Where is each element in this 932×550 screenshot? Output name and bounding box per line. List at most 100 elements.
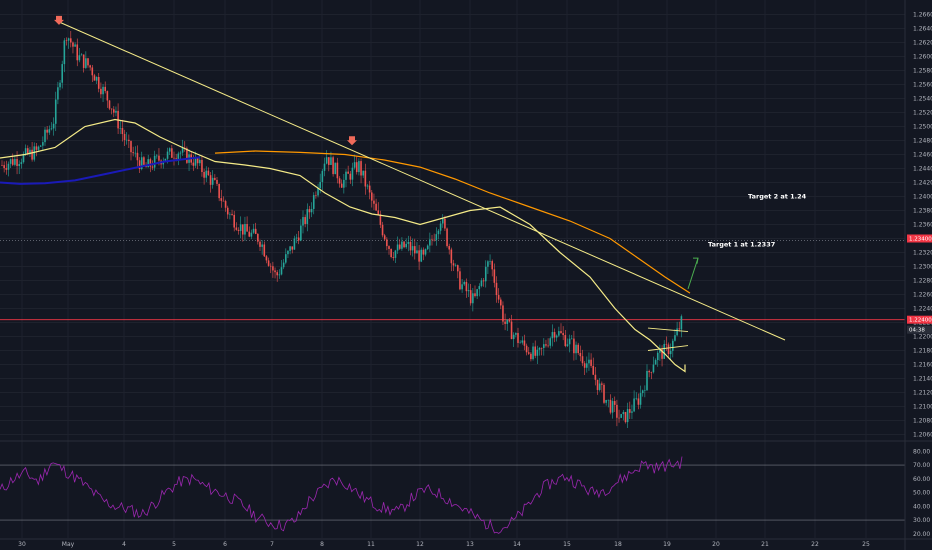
y-tick-label: 1.23800 bbox=[913, 208, 932, 215]
candle-body bbox=[340, 183, 343, 188]
candle-body bbox=[629, 409, 631, 413]
candle-body bbox=[222, 200, 225, 202]
candle-body bbox=[61, 64, 63, 83]
candle-body bbox=[403, 241, 405, 248]
candle-body bbox=[480, 280, 483, 287]
candle-body bbox=[353, 162, 356, 168]
candle-body bbox=[201, 159, 203, 172]
candle-body bbox=[519, 342, 521, 344]
y-tick-label: 1.25600 bbox=[913, 82, 932, 89]
y-tick-label: 1.21000 bbox=[913, 404, 932, 411]
candle-body bbox=[345, 171, 347, 180]
candle-body bbox=[181, 147, 184, 153]
candle-body bbox=[237, 229, 240, 231]
x-tick-label: 19 bbox=[663, 541, 671, 548]
candle-body bbox=[661, 349, 663, 359]
candle-body bbox=[452, 263, 455, 266]
candle-body bbox=[525, 345, 528, 353]
candle-body bbox=[315, 195, 317, 196]
candle-body bbox=[672, 340, 674, 351]
candle-body bbox=[667, 344, 670, 355]
candle-body bbox=[461, 284, 463, 290]
candle-body bbox=[553, 332, 556, 338]
candle-body bbox=[362, 170, 364, 176]
candle-body bbox=[302, 217, 304, 226]
candle-body bbox=[338, 178, 341, 184]
candle-body bbox=[254, 228, 257, 234]
candle-body bbox=[517, 333, 519, 343]
candle-body bbox=[620, 414, 622, 418]
candle-body bbox=[192, 162, 195, 166]
candle-body bbox=[57, 87, 59, 100]
candle-body bbox=[231, 213, 233, 215]
x-tick-label: 20 bbox=[712, 541, 720, 548]
y-tick-label: 1.21800 bbox=[913, 348, 932, 355]
candle-body bbox=[199, 159, 201, 164]
candle-body bbox=[435, 234, 438, 241]
y-tick-label: 1.26600 bbox=[913, 12, 932, 19]
candle-body bbox=[63, 40, 66, 65]
candle-body bbox=[259, 241, 261, 247]
candle-body bbox=[366, 185, 369, 187]
candle-body bbox=[512, 334, 515, 340]
price-badge-label: 1.22400 bbox=[909, 318, 932, 324]
candle-body bbox=[523, 340, 526, 346]
candle-body bbox=[319, 182, 321, 189]
y-tick-label: 1.26000 bbox=[913, 54, 932, 61]
candle-body bbox=[229, 213, 231, 215]
candle-body bbox=[149, 159, 152, 167]
arrow-down-icon bbox=[347, 136, 357, 146]
candle-body bbox=[603, 384, 605, 403]
candle-body bbox=[274, 270, 276, 273]
x-tick-label: 7 bbox=[270, 541, 274, 548]
rsi-y-tick-label: 40.00 bbox=[913, 503, 930, 510]
y-tick-label: 1.20600 bbox=[913, 432, 932, 439]
candle-body bbox=[110, 108, 113, 110]
candle-body bbox=[252, 228, 255, 233]
candle-body bbox=[203, 171, 205, 178]
y-tick-label: 1.24600 bbox=[913, 152, 932, 159]
candle-body bbox=[304, 217, 306, 224]
candle-body bbox=[607, 399, 610, 401]
candle-body bbox=[388, 246, 390, 249]
candle-body bbox=[147, 159, 149, 168]
candle-body bbox=[676, 328, 678, 336]
candle-body bbox=[31, 149, 33, 160]
x-tick-label: 11 bbox=[367, 541, 375, 548]
candle-body bbox=[115, 110, 117, 113]
candle-body bbox=[392, 257, 395, 258]
candle-body bbox=[80, 54, 83, 56]
candle-body bbox=[549, 338, 552, 346]
candle-body bbox=[510, 321, 513, 340]
candle-body bbox=[297, 237, 300, 241]
candle-body bbox=[214, 177, 216, 180]
candle-body bbox=[14, 158, 16, 165]
candle-body bbox=[558, 331, 560, 336]
rsi-y-tick-label: 20.00 bbox=[913, 531, 930, 538]
candle-body bbox=[547, 345, 549, 347]
candle-body bbox=[472, 293, 474, 304]
y-tick-label: 1.23600 bbox=[913, 222, 932, 229]
candle-body bbox=[680, 316, 683, 330]
y-tick-label: 1.23000 bbox=[913, 264, 932, 271]
candle-body bbox=[502, 305, 504, 322]
candle-body bbox=[383, 235, 386, 240]
x-tick-label: 12 bbox=[416, 541, 424, 548]
candle-body bbox=[46, 129, 48, 133]
candle-body bbox=[171, 148, 173, 158]
candle-body bbox=[678, 328, 681, 330]
candle-body bbox=[125, 139, 128, 141]
candle-body bbox=[493, 269, 496, 283]
candle-body bbox=[186, 148, 188, 163]
candle-body bbox=[175, 158, 177, 160]
candle-body bbox=[491, 261, 493, 270]
y-tick-label: 1.26200 bbox=[913, 40, 932, 47]
candle-body bbox=[601, 383, 603, 385]
candle-body bbox=[220, 198, 223, 201]
candle-body bbox=[323, 163, 326, 171]
x-tick-label: 25 bbox=[862, 541, 870, 548]
candle-body bbox=[454, 265, 457, 266]
candle-body bbox=[272, 266, 274, 271]
